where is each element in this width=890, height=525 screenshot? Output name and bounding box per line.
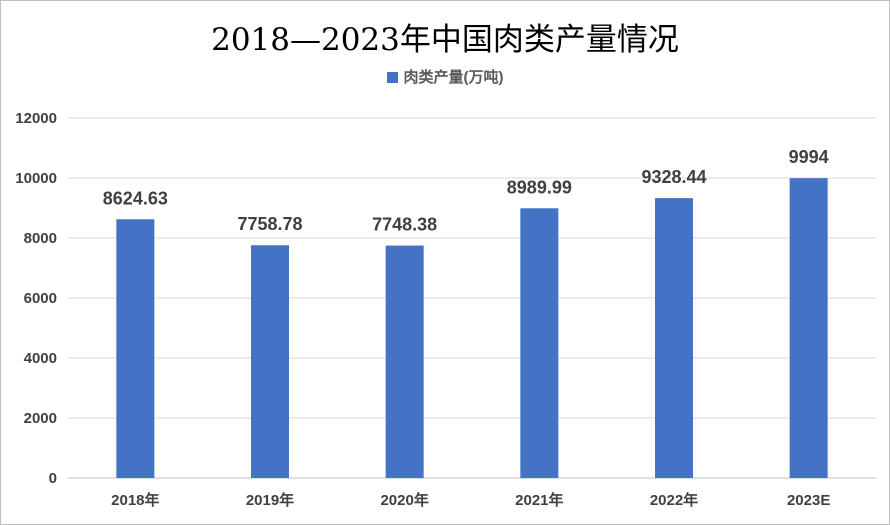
bar	[385, 245, 424, 478]
bar	[655, 198, 693, 479]
chart-title: 2018—2023年中国肉类产量情况	[211, 22, 679, 58]
y-tick-label: 4000	[24, 350, 57, 367]
data-label: 9994	[789, 147, 829, 167]
data-label: 7748.38	[372, 215, 437, 235]
data-label: 8989.99	[507, 177, 572, 197]
x-tick-label: 2018年	[111, 491, 159, 509]
bar	[520, 208, 559, 478]
bar	[116, 219, 155, 478]
y-tick-label: 6000	[24, 290, 57, 307]
bar	[789, 178, 828, 478]
data-label: 9328.44	[641, 167, 706, 187]
legend-label: 肉类产量(万吨)	[403, 69, 504, 86]
x-tick-label: 2019年	[246, 491, 294, 509]
data-label: 7758.78	[237, 214, 302, 234]
y-tick-label: 12000	[15, 110, 57, 127]
x-tick-label: 2023E	[787, 492, 830, 509]
bar	[251, 245, 289, 478]
y-tick-label: 0	[49, 470, 57, 487]
legend: 肉类产量(万吨)	[0, 66, 890, 87]
y-tick-label: 8000	[24, 230, 57, 247]
data-label: 8624.63	[103, 188, 168, 208]
x-tick-label: 2021年	[515, 491, 563, 509]
x-tick-label: 2020年	[380, 491, 428, 509]
legend-swatch	[386, 72, 398, 83]
y-tick-label: 2000	[24, 410, 57, 427]
y-tick-label: 10000	[15, 170, 57, 187]
x-tick-label: 2022年	[650, 491, 698, 509]
